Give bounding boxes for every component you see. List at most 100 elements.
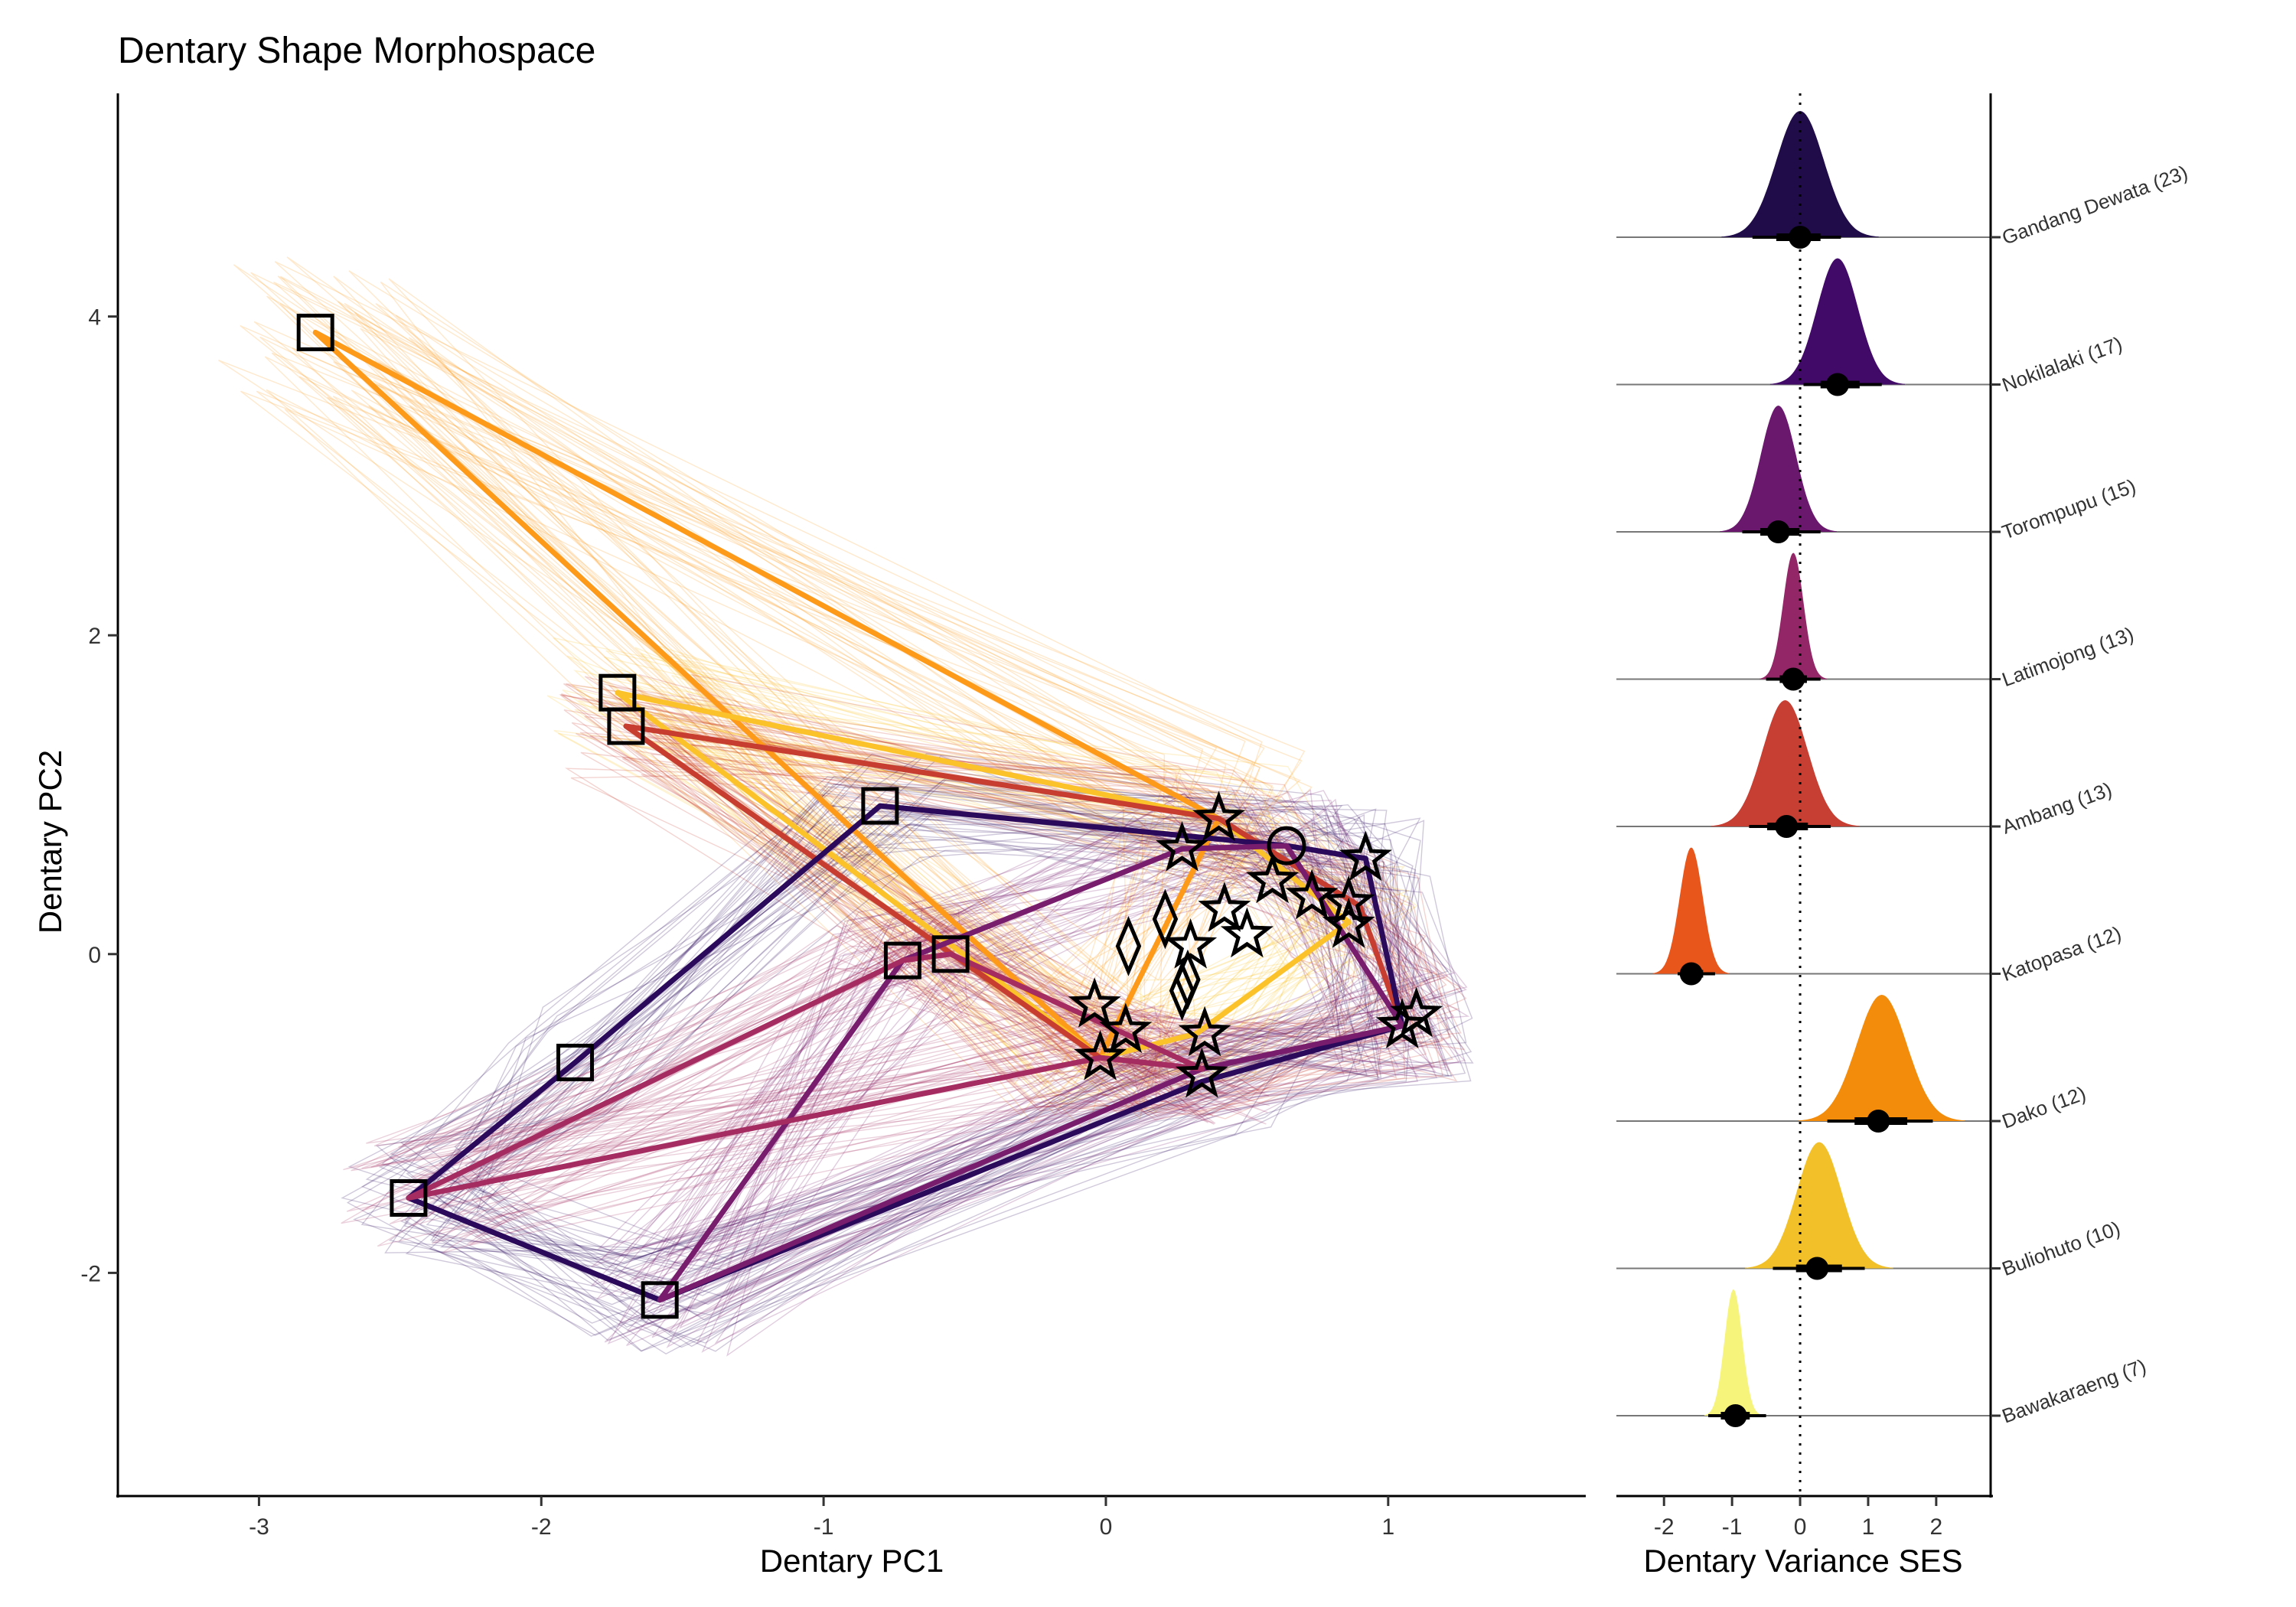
resampled-hull-line	[380, 281, 1272, 1123]
hull-outline	[615, 689, 1352, 1061]
resampled-hull-line	[439, 807, 1358, 1257]
resampled-hull-line	[600, 829, 1446, 1286]
resampled-hull-line	[412, 808, 1450, 1296]
x-ticks: -3 -2 -1 0 1	[249, 1496, 1394, 1540]
right-x-tick-label: 1	[1862, 1514, 1875, 1540]
y-axis-label: Dentary PC2	[32, 750, 68, 934]
point-square	[931, 935, 970, 973]
y-tick-label: -2	[80, 1261, 101, 1286]
resampled-hull-line	[333, 275, 1182, 1054]
resampled-hull-line	[566, 683, 1460, 1097]
x-tick-label: 1	[1381, 1514, 1394, 1540]
point-star	[1175, 1047, 1228, 1098]
resampled-hull-line	[360, 328, 1258, 1116]
resampled-hull-line	[601, 735, 1360, 1113]
resampled-hull-line	[657, 796, 1382, 1314]
resampled-hull-line	[353, 808, 1382, 1341]
resampled-hull-line	[651, 800, 1424, 1338]
density-ridge	[1760, 553, 1828, 680]
resampled-hull-line	[685, 693, 1443, 1054]
right-x-tick-label: -2	[1654, 1514, 1675, 1540]
point-square	[607, 707, 645, 745]
x-axis-label: Dentary PC1	[760, 1543, 944, 1579]
resampled-hull-line	[421, 940, 1153, 1200]
density-ridge	[1720, 406, 1837, 532]
density-ridge	[1711, 700, 1860, 826]
resampled-hull-line	[402, 912, 1161, 1197]
point-estimate	[1867, 1110, 1890, 1133]
point-square	[556, 1043, 595, 1081]
point-estimate	[1805, 1257, 1829, 1280]
resampled-hull-line	[634, 647, 1315, 1102]
resampled-hull-line	[429, 905, 1265, 1200]
resampled-hull-line	[653, 650, 1300, 1061]
resampled-hull-line	[726, 815, 1470, 1357]
resampled-hull-line	[476, 757, 1414, 1348]
resampled-hull-line	[250, 272, 1261, 1084]
resampled-hull-line	[471, 980, 1196, 1222]
resampled-hull-line	[566, 655, 1386, 1072]
point-star	[1164, 918, 1218, 969]
resampled-hull-line	[391, 367, 1130, 991]
point-diamond	[1152, 888, 1179, 950]
resampled-hull-line	[370, 911, 1165, 1168]
resampled-hull-line	[233, 264, 1138, 1012]
point-estimate	[1679, 962, 1703, 986]
resampled-hull-line	[597, 675, 1346, 1087]
resampled-hull-line	[351, 934, 1215, 1172]
point-star	[1246, 852, 1300, 904]
hull-outline	[406, 803, 1405, 1303]
resampled-hull-line	[563, 709, 1422, 1120]
resampled-hull-line	[672, 798, 1382, 1265]
resampled-hull-line	[590, 830, 1385, 1287]
resampled-hull-line	[361, 918, 1146, 1211]
y-tick-label: 4	[88, 305, 101, 331]
x-tick-label: 0	[1100, 1514, 1113, 1540]
resampled-hull-line	[678, 762, 1366, 1084]
resampled-hull-line	[717, 792, 1400, 1319]
y-tick-label: 2	[88, 624, 101, 649]
point-star	[1375, 998, 1429, 1048]
resampled-hull-line	[651, 805, 1410, 1293]
resampled-hull-line	[681, 734, 1320, 1107]
resampled-hull-line	[468, 925, 1203, 1183]
resampled-hull-line	[378, 383, 1153, 1058]
resampled-hull-line	[457, 933, 1162, 1216]
resampled-hull-line	[218, 360, 1261, 981]
resampled-hull-line	[724, 885, 1352, 1247]
resampled-hull-line	[408, 337, 1270, 1000]
resampled-hull-line	[608, 702, 1412, 1077]
resampled-hull-line	[375, 302, 1199, 1061]
point-circle	[1267, 826, 1306, 865]
resampled-hull-line	[365, 805, 1407, 1266]
point-square	[641, 1281, 679, 1319]
resampled-hull-line	[256, 390, 1166, 1095]
resampled-hull-line	[327, 396, 1301, 1035]
resampled-hull-line	[266, 389, 1253, 1093]
resampled-hull-line	[632, 790, 1437, 1280]
resampled-hull-line	[584, 715, 1454, 1121]
resampled-hull-line	[696, 857, 1447, 1344]
point-square	[861, 787, 899, 825]
resampled-hull-line	[375, 809, 1466, 1341]
resampled-hull-line	[631, 745, 1290, 1015]
point-star	[1099, 1002, 1153, 1054]
resampled-hull-line	[716, 789, 1343, 1253]
resampled-hull-line	[471, 762, 1436, 1352]
resampled-hull-line	[626, 866, 1410, 1347]
resampled-hull-line	[405, 957, 1270, 1158]
resampled-hull-line	[419, 786, 1440, 1352]
right-x-ticks: -2 -1 0 1 2	[1654, 1496, 1942, 1540]
resampled-hull-line	[607, 810, 1366, 1345]
resampled-hull-line	[450, 944, 1270, 1167]
hull-outline	[657, 843, 1405, 1303]
resampled-hull-line	[240, 324, 1313, 1008]
resampled-hull-line	[332, 396, 1257, 1097]
x-tick-label: -1	[814, 1514, 834, 1540]
resampled-hull-line	[354, 311, 1235, 1069]
resampled-hull-line	[411, 924, 1216, 1196]
resampled-hull-line	[280, 275, 1274, 1106]
resampled-hull-line	[596, 865, 1397, 1250]
resampled-hull-line	[604, 833, 1348, 1343]
